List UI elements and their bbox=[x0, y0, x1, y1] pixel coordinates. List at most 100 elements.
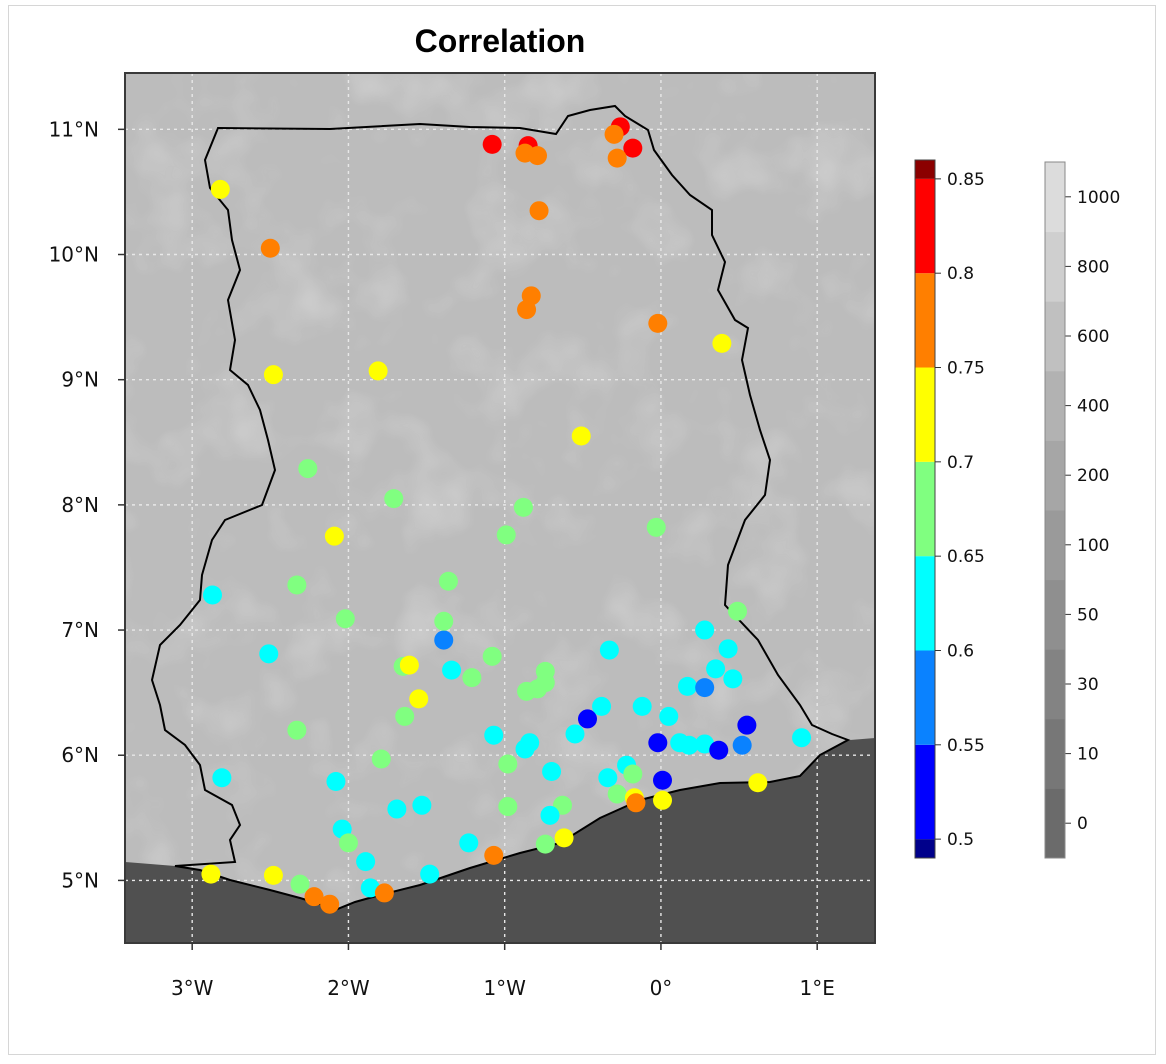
x-tick-label: 2°W bbox=[327, 976, 370, 1000]
station-marker-37 bbox=[399, 655, 419, 675]
station-marker-54 bbox=[737, 715, 757, 735]
colorbar-tick-label: 0.8 bbox=[947, 264, 974, 284]
station-marker-5 bbox=[528, 146, 547, 166]
station-marker-85 bbox=[540, 805, 560, 825]
colorbar-segment-6 bbox=[915, 273, 935, 368]
station-marker-38 bbox=[442, 660, 462, 680]
station-marker-58 bbox=[792, 728, 812, 748]
elevation-segment-0 bbox=[1045, 788, 1065, 859]
elevation-outline bbox=[1044, 161, 1066, 859]
chart-title: Correlation bbox=[415, 23, 586, 59]
colorbar-segment-7 bbox=[915, 178, 935, 274]
station-marker-17 bbox=[571, 426, 591, 446]
station-marker-87 bbox=[554, 828, 574, 848]
station-marker-71 bbox=[623, 764, 643, 784]
station-marker-24 bbox=[287, 575, 307, 595]
station-marker-55 bbox=[287, 720, 307, 740]
elevation-tick-label: 800 bbox=[1077, 257, 1109, 277]
station-marker-92 bbox=[356, 852, 376, 872]
station-marker-83 bbox=[498, 797, 518, 817]
station-markers bbox=[201, 117, 812, 914]
station-marker-13 bbox=[648, 313, 668, 333]
station-marker-48 bbox=[409, 689, 429, 709]
station-marker-91 bbox=[484, 845, 504, 865]
elevation-tick-label: 1000 bbox=[1077, 188, 1120, 208]
station-marker-84 bbox=[387, 799, 407, 819]
station-marker-65 bbox=[515, 739, 535, 759]
plot-area bbox=[125, 73, 875, 943]
station-marker-90 bbox=[535, 834, 555, 854]
station-marker-64 bbox=[732, 735, 752, 755]
station-marker-21 bbox=[646, 517, 666, 537]
station-marker-29 bbox=[434, 611, 454, 631]
station-marker-59 bbox=[648, 733, 668, 753]
station-marker-98 bbox=[304, 887, 324, 907]
station-marker-45 bbox=[678, 676, 697, 696]
x-tick-label: 3°W bbox=[171, 976, 214, 1000]
elevation-tick-label: 400 bbox=[1077, 397, 1109, 417]
station-marker-19 bbox=[384, 489, 404, 509]
station-marker-8 bbox=[529, 201, 549, 221]
station-marker-68 bbox=[498, 754, 518, 774]
station-marker-76 bbox=[748, 773, 768, 793]
station-marker-51 bbox=[395, 706, 415, 726]
elevation-tick-label: 10 bbox=[1077, 745, 1099, 765]
elevation-segment-8 bbox=[1045, 231, 1065, 302]
colorbar-segment-4 bbox=[915, 461, 935, 557]
station-marker-0 bbox=[482, 134, 502, 154]
station-marker-3 bbox=[623, 138, 643, 158]
elevation-tick-label: 200 bbox=[1077, 466, 1109, 486]
station-marker-80 bbox=[653, 790, 672, 810]
station-marker-47 bbox=[517, 681, 537, 701]
colorbar-outline bbox=[914, 159, 936, 859]
station-marker-75 bbox=[326, 772, 346, 792]
station-marker-32 bbox=[599, 640, 619, 660]
station-marker-52 bbox=[659, 706, 679, 726]
station-marker-26 bbox=[203, 585, 222, 605]
elevation-segment-2 bbox=[1045, 649, 1065, 720]
station-marker-23 bbox=[496, 525, 516, 545]
station-marker-53 bbox=[578, 709, 597, 729]
station-marker-12 bbox=[517, 300, 537, 320]
station-marker-14 bbox=[712, 333, 732, 353]
station-marker-15 bbox=[263, 365, 283, 385]
correlation-colorbar: 0.5 0.55 0.6 0.65 0.7 0.75 0.8 0.85 bbox=[914, 159, 985, 859]
station-marker-49 bbox=[592, 696, 612, 716]
station-marker-41 bbox=[462, 668, 482, 688]
elevation-segment-6 bbox=[1045, 370, 1065, 441]
station-marker-18 bbox=[298, 459, 318, 479]
station-marker-94 bbox=[263, 865, 283, 885]
elevation-segment-5 bbox=[1045, 440, 1065, 511]
x-tick-label: 0° bbox=[650, 976, 673, 1000]
colorbar-segment-2 bbox=[915, 650, 935, 745]
station-marker-50 bbox=[632, 696, 652, 716]
station-marker-99 bbox=[374, 883, 394, 903]
station-marker-34 bbox=[259, 644, 279, 664]
elevation-segment-9 bbox=[1045, 162, 1065, 233]
station-marker-10 bbox=[260, 238, 280, 258]
elevation-colorbar: 0 10 30 50 100 200 400 600 800 1000 bbox=[1044, 161, 1120, 859]
colorbar-segment-3 bbox=[915, 556, 935, 651]
station-marker-88 bbox=[338, 833, 358, 853]
station-marker-100 bbox=[320, 894, 340, 914]
x-axis: 3°W 2°W 1°W 0° 1°E bbox=[171, 943, 835, 1000]
colorbar-tick-label: 0.5 bbox=[947, 830, 974, 850]
y-tick-label: 9°N bbox=[61, 368, 99, 392]
colorbar-segment-5 bbox=[915, 367, 935, 462]
station-marker-81 bbox=[412, 795, 432, 815]
station-marker-16 bbox=[368, 361, 388, 381]
station-marker-77 bbox=[607, 784, 627, 804]
station-marker-89 bbox=[459, 833, 479, 853]
elevation-segment-4 bbox=[1045, 510, 1065, 581]
station-marker-46 bbox=[695, 678, 715, 698]
y-tick-label: 5°N bbox=[61, 868, 99, 892]
station-marker-9 bbox=[210, 179, 230, 199]
station-marker-67 bbox=[371, 749, 391, 769]
station-marker-74 bbox=[653, 770, 672, 790]
colorbar-tick-label: 0.7 bbox=[947, 453, 974, 473]
station-marker-61 bbox=[679, 735, 699, 755]
colorbar-segment-1 bbox=[915, 744, 935, 840]
elevation-segment-1 bbox=[1045, 718, 1065, 789]
station-marker-70 bbox=[542, 762, 562, 782]
